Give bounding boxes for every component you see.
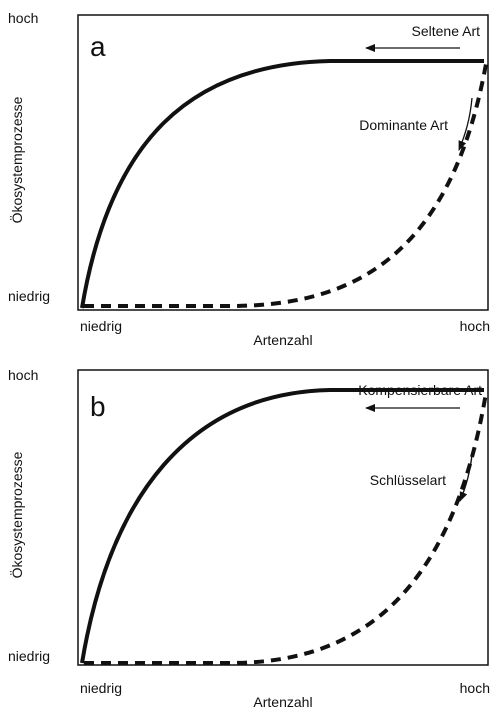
x-high: hoch bbox=[460, 680, 490, 696]
panel-frame bbox=[77, 369, 489, 666]
y-high: hoch bbox=[8, 367, 38, 383]
x-axis-label: Artenzahl bbox=[253, 694, 312, 709]
x-high: hoch bbox=[460, 318, 490, 334]
panel-letter: b bbox=[90, 391, 106, 422]
panel: hoch niedrig Ökosystemprozesse niedrig h… bbox=[8, 367, 490, 709]
solid-curve bbox=[80, 59, 484, 309]
arrow bbox=[459, 454, 473, 502]
dashed-curve bbox=[84, 63, 488, 308]
y-low: niedrig bbox=[8, 648, 50, 664]
solid-label: Seltene Art bbox=[412, 23, 481, 39]
y-axis-label: Ökosystemprozesse bbox=[8, 96, 25, 223]
x-low: niedrig bbox=[80, 318, 122, 334]
x-axis-label: Artenzahl bbox=[253, 332, 312, 348]
dashed-label: Dominante Art bbox=[359, 117, 448, 133]
panel: hoch niedrig Ökosystemprozesse niedrig h… bbox=[8, 10, 490, 348]
dashed-label: Schlüsselart bbox=[370, 472, 446, 488]
solid-label: Kompensierbare Art bbox=[358, 382, 482, 398]
solid-curve bbox=[80, 388, 484, 664]
y-axis-label: Ökosystemprozesse bbox=[8, 451, 25, 578]
x-low: niedrig bbox=[80, 680, 122, 696]
y-high: hoch bbox=[8, 10, 38, 26]
arrow bbox=[458, 97, 473, 151]
y-low: niedrig bbox=[8, 288, 50, 304]
dashed-curve bbox=[84, 392, 488, 665]
panel-frame bbox=[77, 14, 489, 311]
panel-letter: a bbox=[90, 31, 106, 62]
